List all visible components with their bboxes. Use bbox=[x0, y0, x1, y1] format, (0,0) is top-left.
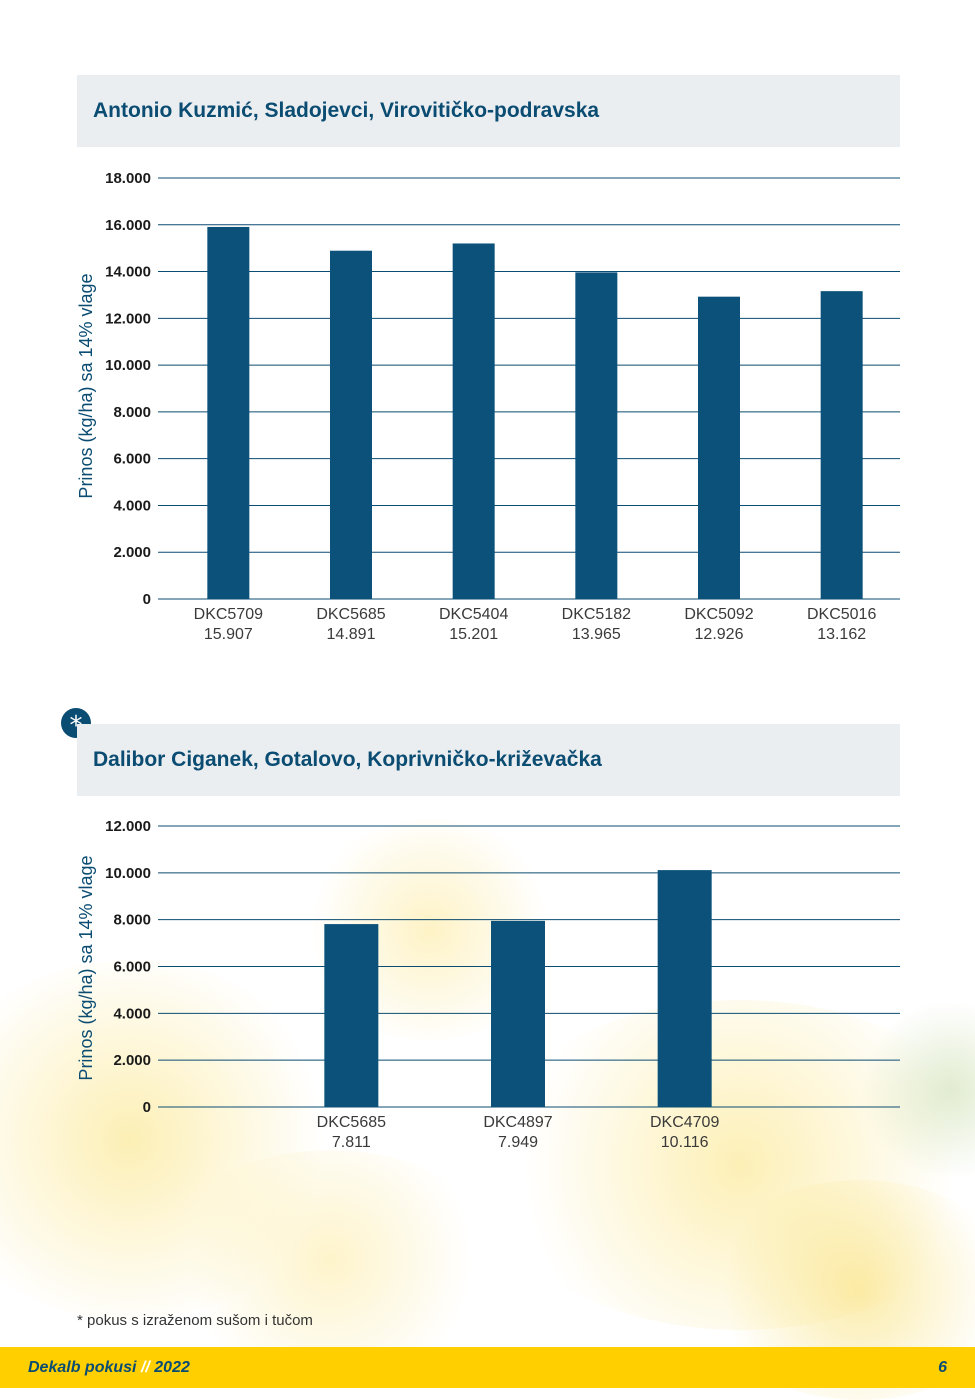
chart2-value-label: 10.116 bbox=[661, 1134, 709, 1151]
chart1-value-label: 15.201 bbox=[449, 626, 498, 643]
chart1-value-label: 13.162 bbox=[817, 626, 866, 643]
chart1-ytick-label: 4.000 bbox=[113, 497, 151, 514]
chart2-ytick-label: 8.000 bbox=[113, 912, 151, 929]
chart1-bar-dkc5016 bbox=[820, 291, 863, 599]
chart1-bar-dkc5182 bbox=[575, 272, 618, 599]
chart2-ytick-label: 0 bbox=[143, 1099, 151, 1116]
chart2-ylabel: Prinos (kg/ha) sa 14% vlage bbox=[76, 855, 96, 1080]
footer-separator: // bbox=[140, 1359, 150, 1376]
chart1-category-label: DKC5016 bbox=[807, 606, 876, 623]
chart2-category-label: DKC4709 bbox=[650, 1114, 719, 1131]
chart2-plot: 0 2.000 4.000 6.000 8.000 10.000 12.000 Prinos … bbox=[76, 818, 900, 1151]
chart1-ytick-label: 18.000 bbox=[105, 170, 151, 187]
chart1-ytick-label: 6.000 bbox=[113, 451, 151, 468]
chart1-ytick-label: 0 bbox=[143, 591, 151, 608]
chart2-category-label: DKC5685 bbox=[317, 1114, 386, 1131]
chart1-value-label: 12.926 bbox=[695, 626, 744, 643]
chart1-value-label: 15.907 bbox=[204, 626, 253, 643]
footnote: * pokus s izraženom sušom i tučom bbox=[77, 1312, 313, 1329]
chart1-value-label: 14.891 bbox=[327, 626, 376, 643]
chart1-ylabel: Prinos (kg/ha) sa 14% vlage bbox=[76, 273, 96, 498]
footer-bar: Dekalb pokusi // 2022 6 bbox=[0, 1347, 975, 1388]
chart1-title: Antonio Kuzmić, Sladojevci, Virovitičko-… bbox=[93, 99, 600, 122]
chart2-ytick-label: 2.000 bbox=[113, 1052, 151, 1069]
chart1-plot: 0 2.000 4.000 6.000 8.000 10.000 12.000 14.000 1… bbox=[76, 170, 900, 643]
chart1-ytick-label: 16.000 bbox=[105, 217, 151, 234]
chart2-value-label: 7.949 bbox=[498, 1134, 538, 1151]
chart1-category-label: DKC5404 bbox=[439, 606, 508, 623]
chart1-category-label: DKC5685 bbox=[316, 606, 385, 623]
footer-brand-name: Dekalb pokusi bbox=[28, 1359, 137, 1376]
chart1-bar-dkc5404 bbox=[452, 243, 495, 599]
chart2-header: Dalibor Ciganek, Gotalovo, Koprivničko-k… bbox=[77, 724, 900, 796]
page-number: 6 bbox=[938, 1359, 947, 1376]
chart1-header: Antonio Kuzmić, Sladojevci, Virovitičko-… bbox=[77, 75, 900, 147]
chart1-bar-dkc5685 bbox=[330, 250, 372, 599]
chart1-category-label: DKC5092 bbox=[684, 606, 753, 623]
chart1-category-label: DKC5182 bbox=[562, 606, 631, 623]
chart2-bar-dkc4709 bbox=[657, 870, 712, 1107]
chart1-bar-dkc5709 bbox=[207, 226, 250, 599]
chart2-title: Dalibor Ciganek, Gotalovo, Koprivničko-k… bbox=[93, 748, 602, 771]
chart2-ytick-label: 12.000 bbox=[105, 818, 151, 835]
chart2-ytick-label: 4.000 bbox=[113, 1005, 151, 1022]
chart1-ytick-label: 14.000 bbox=[105, 264, 151, 281]
chart2-bar-dkc5685 bbox=[324, 924, 379, 1107]
chart1-ytick-label: 12.000 bbox=[105, 310, 151, 327]
chart2-bar-dkc4897 bbox=[491, 920, 545, 1107]
chart1-ytick-label: 8.000 bbox=[113, 404, 151, 421]
chart1-category-label: DKC5709 bbox=[194, 606, 263, 623]
chart2-ytick-label: 10.000 bbox=[105, 865, 151, 882]
chart1-value-label: 13.965 bbox=[572, 626, 621, 643]
chart1-ytick-label: 2.000 bbox=[113, 544, 151, 561]
footer-year: 2022 bbox=[154, 1359, 190, 1376]
chart1-bar-dkc5092 bbox=[698, 296, 740, 599]
chart2-ytick-label: 6.000 bbox=[113, 959, 151, 976]
chart2-value-label: 7.811 bbox=[332, 1134, 371, 1151]
footer-brand: Dekalb pokusi // 2022 bbox=[28, 1347, 190, 1388]
chart2-category-label: DKC4897 bbox=[483, 1114, 552, 1131]
chart1-ytick-label: 10.000 bbox=[105, 357, 151, 374]
